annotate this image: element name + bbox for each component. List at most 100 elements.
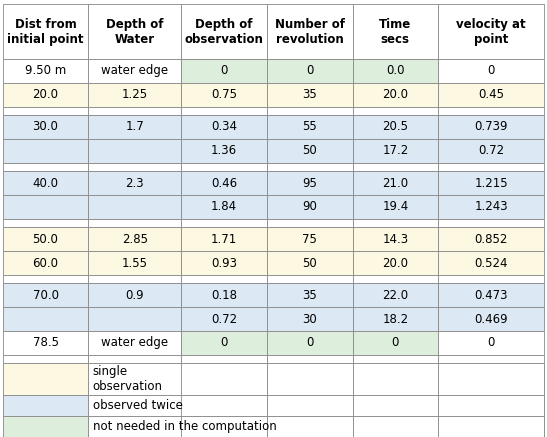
Bar (353, 283, 438, 307)
Bar (88, 83, 182, 107)
Bar (438, 307, 544, 331)
Bar (438, 395, 544, 416)
Text: observed twice: observed twice (92, 399, 183, 413)
Text: 2.3: 2.3 (126, 177, 144, 190)
Text: 0: 0 (306, 64, 313, 77)
Text: 1.243: 1.243 (474, 201, 508, 213)
Bar (267, 395, 353, 416)
Text: single
observation: single observation (92, 365, 162, 393)
Text: 0.45: 0.45 (478, 88, 504, 101)
Text: 22.0: 22.0 (382, 289, 409, 302)
Text: 1.84: 1.84 (211, 201, 237, 213)
Bar (438, 363, 544, 395)
Text: 0: 0 (392, 336, 399, 350)
Text: 0: 0 (220, 336, 228, 350)
Text: 20.0: 20.0 (382, 257, 409, 270)
Bar (267, 4, 353, 59)
Bar (438, 283, 544, 307)
Bar (88, 107, 182, 115)
Bar (88, 355, 182, 363)
Text: water edge: water edge (101, 64, 168, 77)
Text: 1.36: 1.36 (211, 144, 237, 157)
Bar (267, 107, 353, 115)
Bar (3, 416, 88, 437)
Bar (267, 139, 353, 163)
Text: 50: 50 (302, 257, 317, 270)
Text: velocity at
point: velocity at point (456, 17, 526, 45)
Bar (88, 219, 182, 227)
Bar (88, 416, 544, 437)
Bar (353, 331, 438, 355)
Text: 35: 35 (302, 289, 317, 302)
Bar (353, 171, 438, 195)
Bar (353, 219, 438, 227)
Text: 50: 50 (302, 144, 317, 157)
Bar (353, 59, 438, 83)
Bar (438, 139, 544, 163)
Text: 18.2: 18.2 (382, 312, 409, 326)
Bar (88, 171, 182, 195)
Text: 30: 30 (302, 312, 317, 326)
Bar (88, 59, 182, 83)
Text: 0.46: 0.46 (211, 177, 237, 190)
Bar (438, 251, 544, 275)
Bar (88, 227, 182, 251)
Text: 1.25: 1.25 (122, 88, 148, 101)
Bar (182, 83, 267, 107)
Bar (438, 83, 544, 107)
Text: 0: 0 (487, 336, 495, 350)
Bar (3, 307, 88, 331)
Text: 20.0: 20.0 (382, 88, 409, 101)
Bar (3, 275, 88, 283)
Bar (438, 219, 544, 227)
Bar (88, 395, 544, 416)
Bar (3, 251, 88, 275)
Text: 90: 90 (302, 201, 317, 213)
Text: 0: 0 (306, 336, 313, 350)
Bar (353, 355, 438, 363)
Text: Time
secs: Time secs (379, 17, 411, 45)
Bar (438, 331, 544, 355)
Text: Number of
revolution: Number of revolution (275, 17, 345, 45)
Bar (88, 363, 544, 395)
Bar (438, 275, 544, 283)
Bar (88, 195, 182, 219)
Bar (88, 163, 182, 171)
Text: 9.50 m: 9.50 m (25, 64, 66, 77)
Bar (438, 107, 544, 115)
Text: 40.0: 40.0 (32, 177, 59, 190)
Bar (438, 227, 544, 251)
Bar (182, 139, 267, 163)
Bar (182, 395, 267, 416)
Bar (3, 115, 88, 139)
Bar (182, 307, 267, 331)
Bar (438, 59, 544, 83)
Text: not needed in the computation: not needed in the computation (92, 420, 276, 433)
Bar (353, 195, 438, 219)
Bar (438, 195, 544, 219)
Text: 1.71: 1.71 (211, 232, 237, 246)
Bar (267, 171, 353, 195)
Bar (182, 195, 267, 219)
Text: 0.473: 0.473 (474, 289, 508, 302)
Bar (182, 331, 267, 355)
Bar (182, 251, 267, 275)
Bar (267, 115, 353, 139)
Bar (267, 163, 353, 171)
Text: 0.93: 0.93 (211, 257, 237, 270)
Bar (88, 331, 182, 355)
Bar (182, 275, 267, 283)
Text: 95: 95 (302, 177, 317, 190)
Bar (438, 355, 544, 363)
Bar (267, 355, 353, 363)
Text: 17.2: 17.2 (382, 144, 409, 157)
Bar (353, 251, 438, 275)
Bar (267, 251, 353, 275)
Bar (3, 195, 88, 219)
Text: water edge: water edge (101, 336, 168, 350)
Text: 0.18: 0.18 (211, 289, 237, 302)
Bar (3, 163, 88, 171)
Bar (88, 139, 182, 163)
Bar (438, 4, 544, 59)
Bar (353, 115, 438, 139)
